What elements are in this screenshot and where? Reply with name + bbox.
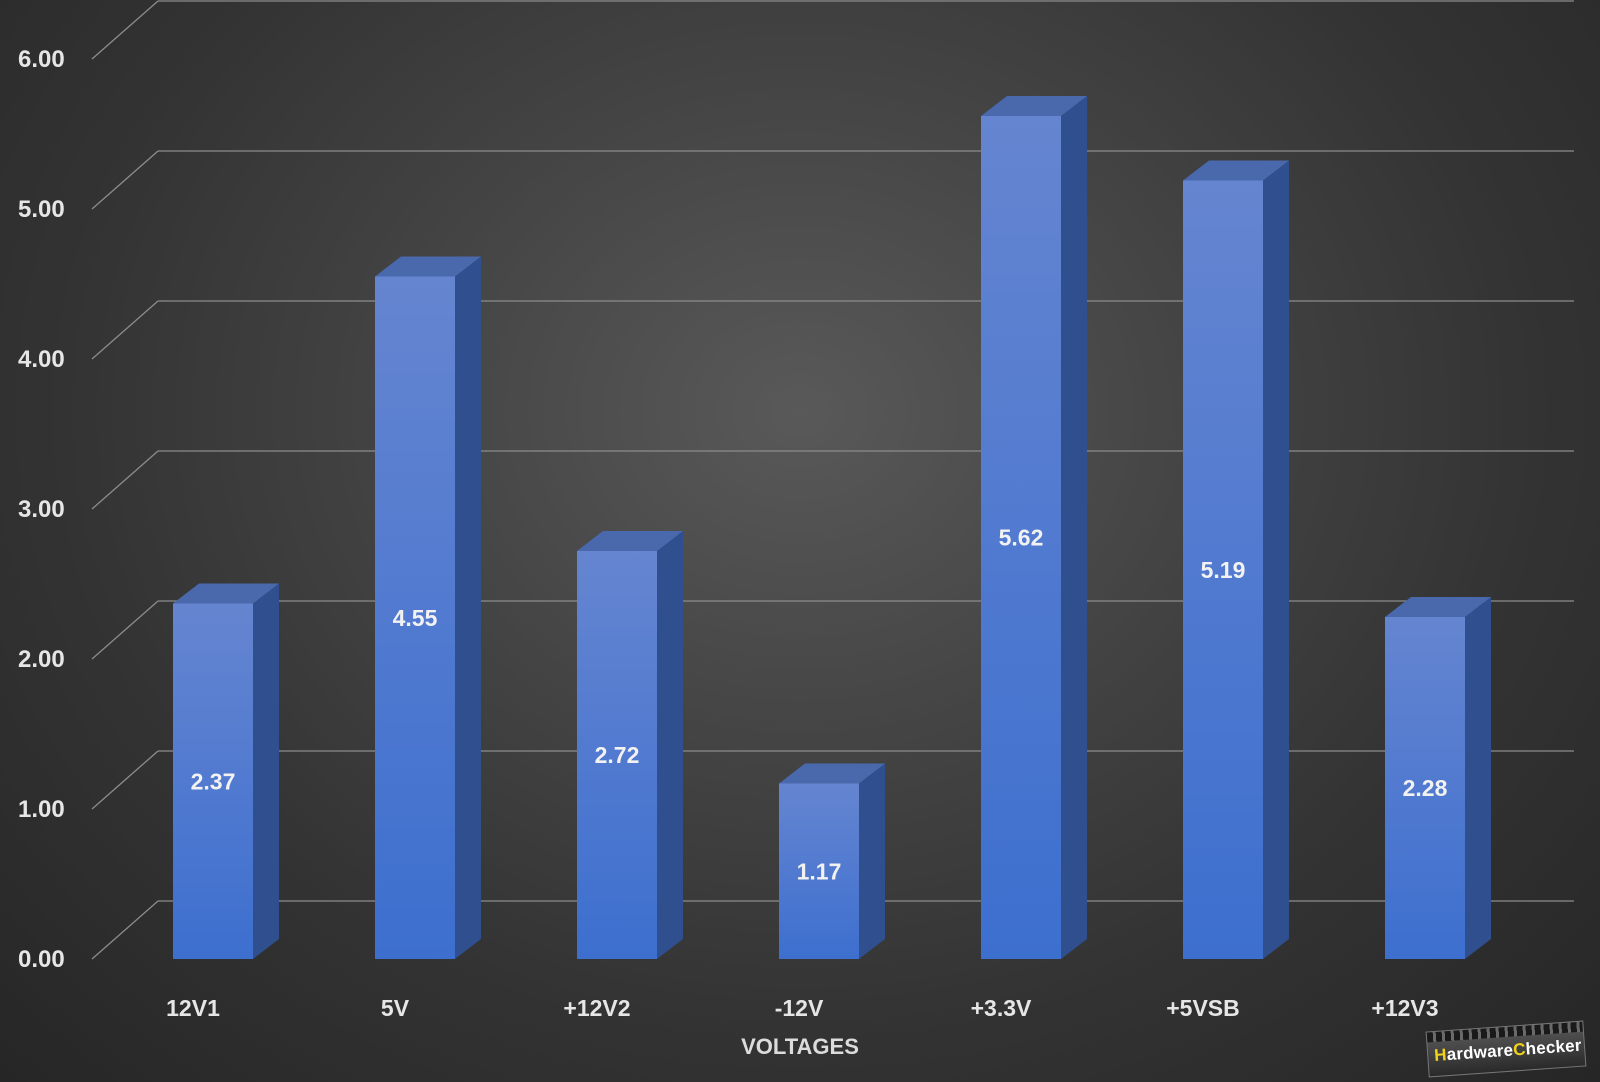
bar: 5.62 (981, 96, 1087, 959)
bar: 5.19 (1183, 160, 1289, 959)
bar-top (375, 256, 481, 277)
bar-front (779, 783, 859, 959)
bar-side (455, 256, 481, 959)
bars: 2.37 4.55 2.72 1.17 5.62 5.19 2.28 (173, 96, 1491, 959)
x-category-label: -12V (775, 995, 824, 1021)
data-label: 4.55 (393, 605, 438, 631)
gridline-diagonal (91, 450, 159, 510)
y-tick-label: 0.00 (18, 946, 65, 973)
data-label: 2.28 (1403, 775, 1448, 801)
bar-front (375, 276, 455, 959)
x-category-label: +12V2 (563, 995, 630, 1021)
y-tick-label: 1.00 (18, 796, 65, 823)
data-label: 5.62 (999, 525, 1044, 551)
bar: 2.72 (577, 531, 683, 959)
bar-top (779, 763, 885, 784)
bar-side (1263, 160, 1289, 959)
data-label: 5.19 (1201, 557, 1246, 583)
bar: 2.28 (1385, 597, 1491, 959)
bar-top (173, 583, 279, 604)
bar-top (981, 96, 1087, 116)
bar-front (173, 603, 253, 959)
data-label: 2.72 (595, 742, 640, 768)
x-category-label: +5VSB (1166, 995, 1240, 1021)
y-tick-label: 6.00 (18, 46, 65, 73)
bar-top (577, 531, 683, 551)
y-tick-label: 2.00 (18, 646, 65, 673)
logo-text: HardwareChecker (1433, 1035, 1583, 1065)
data-label: 1.17 (797, 858, 842, 884)
x-category-label: +3.3V (971, 995, 1032, 1021)
bar-side (1465, 597, 1491, 959)
data-label: 2.37 (191, 768, 236, 794)
x-category-label: 5V (381, 995, 410, 1021)
bar-front (577, 551, 657, 959)
y-tick-label: 3.00 (18, 496, 65, 523)
bar-front (981, 116, 1061, 959)
bar-side (859, 763, 885, 959)
x-axis-categories: 12V1 5V +12V2 -12V +3.3V +5VSB +12V3 (166, 995, 1438, 1021)
gridline-diagonal (91, 600, 159, 660)
bar: 1.17 (779, 763, 885, 959)
y-tick-label: 5.00 (18, 196, 65, 223)
gridline-diagonal (91, 300, 159, 360)
x-category-label: +12V3 (1371, 995, 1438, 1021)
bar-side (657, 531, 683, 959)
gridline-diagonal (91, 750, 159, 810)
gridline-diagonal (91, 150, 159, 210)
bar-side (253, 583, 279, 959)
y-tick-label: 4.00 (18, 346, 65, 373)
gridline-diagonal (91, 0, 159, 60)
bar-front (1183, 180, 1263, 959)
x-category-label: 12V1 (166, 995, 220, 1021)
gridline-diagonal (91, 900, 159, 960)
x-axis-title: VOLTAGES (741, 1034, 859, 1059)
bar-front (1385, 617, 1465, 959)
bar-side (1061, 96, 1087, 959)
bar: 2.37 (173, 583, 279, 959)
bar-top (1183, 160, 1289, 181)
bar: 4.55 (375, 256, 481, 959)
y-axis-ticks: 0.00 1.00 2.00 3.00 4.00 5.00 6.00 (18, 46, 65, 973)
bar-top (1385, 597, 1491, 617)
